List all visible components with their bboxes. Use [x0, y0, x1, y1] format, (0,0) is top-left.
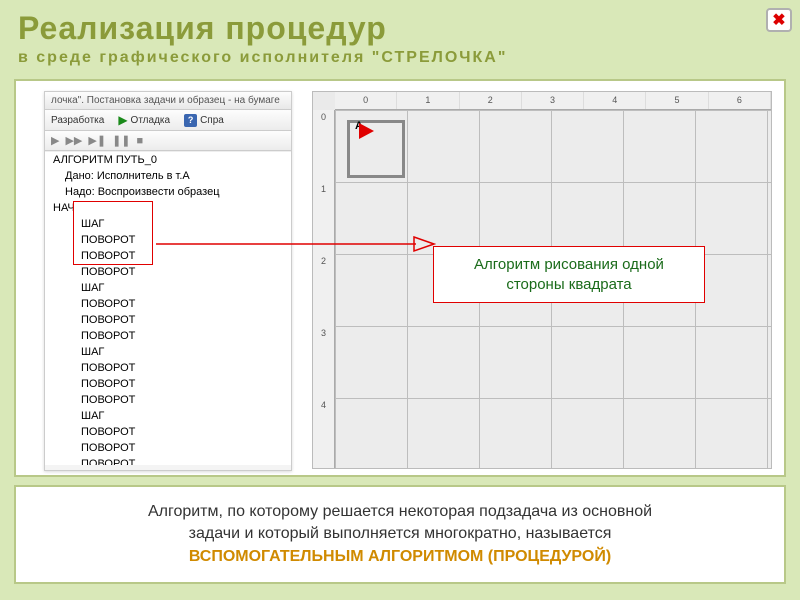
grid-canvas: 0 1 2 3 4 5 6 0 1 2 3 4 5 А Алгоритм рис…	[312, 91, 772, 469]
code-line: ПОВОРОТ	[45, 456, 291, 465]
code-line: ПОВОРОТ	[45, 312, 291, 328]
tab-development[interactable]: Разработка	[51, 115, 104, 126]
code-line: ПОВОРОТ	[45, 360, 291, 376]
callout-line: стороны квадрата	[444, 275, 694, 295]
close-button[interactable]: ✖	[766, 8, 792, 32]
code-line: ПОВОРОТ	[45, 424, 291, 440]
ide-panel: лочка". Постановка задачи и образец - на…	[44, 91, 292, 471]
code-line: ПОВОРОТ	[45, 376, 291, 392]
tab-debug[interactable]: Отладка	[131, 115, 171, 126]
ruler-tick: 5	[646, 92, 708, 109]
code-line: ПОВОРОТ	[45, 440, 291, 456]
title-block: Реализация процедур в среде графического…	[0, 0, 800, 71]
ruler-tick: 4	[584, 92, 646, 109]
definition-box: Алгоритм, по которому решается некоторая…	[14, 485, 786, 584]
ruler-tick: 0	[313, 110, 334, 182]
content-frame: лочка". Постановка задачи и образец - на…	[14, 79, 786, 477]
sub-title: в среде графического исполнителя "СТРЕЛО…	[18, 49, 782, 67]
ruler-tick: 1	[313, 182, 334, 254]
step-button[interactable]: ▶❚	[88, 134, 106, 147]
definition-text-line2: задачи и который выполняется многократно…	[189, 525, 612, 542]
ide-toolbar: ▶ ▶▶ ▶❚ ❚❚ ■	[45, 131, 291, 151]
ruler-horizontal: 0 1 2 3 4 5 6	[335, 92, 771, 110]
ruler-tick: 2	[460, 92, 522, 109]
play-icon: ▶	[118, 113, 127, 127]
code-line: ШАГ	[45, 344, 291, 360]
ide-window-title: лочка". Постановка задачи и образец - на…	[45, 92, 291, 110]
ruler-tick: 3	[313, 326, 334, 398]
code-line: ШАГ	[45, 216, 291, 232]
ruler-tick: 3	[522, 92, 584, 109]
code-line: Надо: Воспроизвести образец	[45, 184, 291, 200]
close-icon: ✖	[772, 10, 785, 30]
callout-line: Алгоритм рисования одной	[444, 255, 694, 275]
callout-box: Алгоритм рисования одной стороны квадрат…	[433, 246, 705, 303]
code-line: ПОВОРОТ	[45, 264, 291, 280]
stop-button[interactable]: ■	[137, 135, 144, 147]
code-line: ПОВОРОТ	[45, 248, 291, 264]
help-icon: ?	[184, 114, 197, 127]
grid-inner: А Алгоритм рисования одной стороны квадр…	[335, 110, 771, 468]
code-line: НАЧ	[45, 200, 291, 216]
tab-help[interactable]: Спра	[200, 115, 224, 126]
ruler-tick: 1	[397, 92, 459, 109]
pause-button[interactable]: ❚❚	[112, 134, 130, 147]
code-line: ПОВОРОТ	[45, 328, 291, 344]
code-line: АЛГОРИТМ ПУТЬ_0	[45, 152, 291, 168]
code-line: ПОВОРОТ	[45, 296, 291, 312]
ide-tabs: Разработка ▶ Отладка ? Спра	[45, 110, 291, 131]
definition-emphasis: ВСПОМОГАТЕЛЬНЫМ АЛГОРИТМОМ (ПРОЦЕДУРОЙ)	[189, 548, 611, 565]
code-line: ПОВОРОТ	[45, 392, 291, 408]
code-line: ШАГ	[45, 280, 291, 296]
ruler-tick: 0	[335, 92, 397, 109]
main-title: Реализация процедур	[18, 10, 782, 47]
fast-forward-button[interactable]: ▶▶	[65, 134, 82, 147]
drawn-square: А	[347, 120, 405, 178]
code-line: ПОВОРОТ	[45, 232, 291, 248]
ruler-tick: 6	[709, 92, 771, 109]
definition-text-line1: Алгоритм, по которому решается некоторая…	[148, 503, 652, 520]
ruler-tick: 2	[313, 254, 334, 326]
play-button[interactable]: ▶	[51, 134, 59, 147]
code-line: ШАГ	[45, 408, 291, 424]
arrow-cursor-icon	[359, 123, 374, 139]
code-line: Дано: Исполнитель в т.А	[45, 168, 291, 184]
code-area[interactable]: АЛГОРИТМ ПУТЬ_0 Дано: Исполнитель в т.А …	[45, 151, 291, 465]
ruler-vertical: 0 1 2 3 4 5	[313, 110, 335, 468]
ruler-tick: 4	[313, 398, 334, 469]
